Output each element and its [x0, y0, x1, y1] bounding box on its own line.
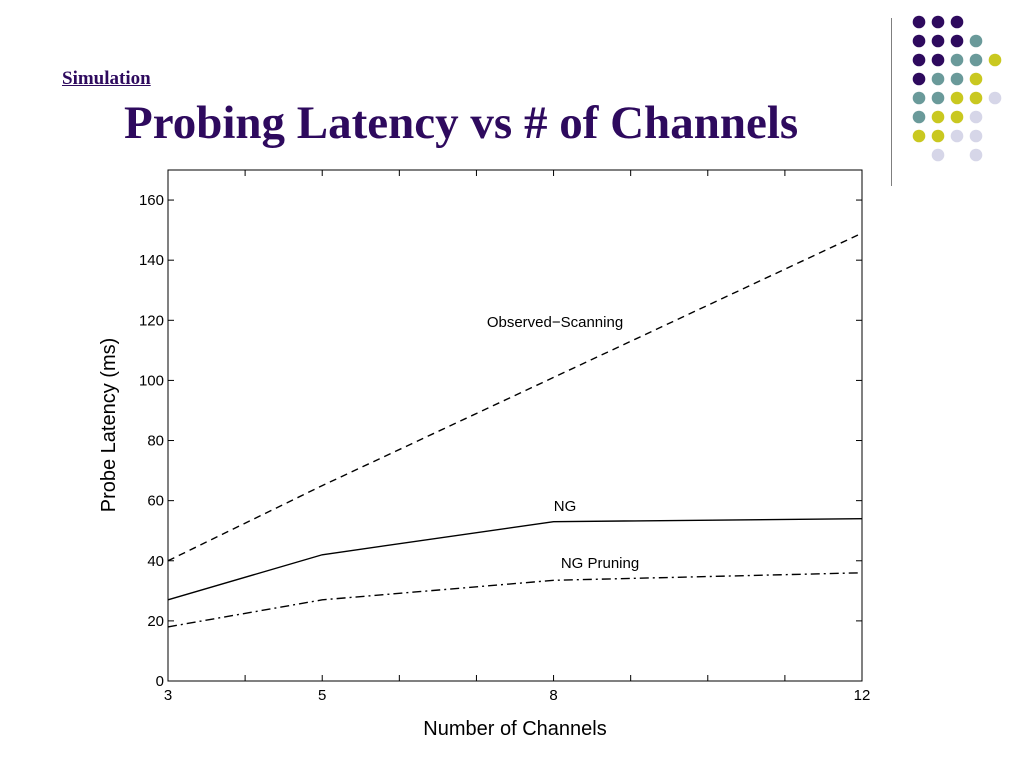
- decorative-dot-grid: [912, 15, 1002, 162]
- series-line-solid: [167, 517, 863, 601]
- y-tick-label: 0: [156, 673, 164, 690]
- series-lines: Observed−Scanning NG NG Pruning: [167, 232, 863, 628]
- y-tick-label: 100: [139, 372, 164, 389]
- decorative-dot: [969, 72, 983, 86]
- decorative-dot: [912, 15, 926, 29]
- decorative-dot: [931, 91, 945, 105]
- decorative-dot: [931, 72, 945, 86]
- x-tick-label: 8: [549, 687, 557, 704]
- series-label: NG: [554, 498, 577, 515]
- decorative-dot: [950, 15, 964, 29]
- decorative-dot: [950, 34, 964, 48]
- y-axis-label: Probe Latency (ms): [98, 338, 120, 513]
- decorative-dot: [912, 129, 926, 143]
- slide-title: Probing Latency vs # of Channels: [124, 97, 799, 149]
- decorative-dot: [950, 72, 964, 86]
- decorative-dot: [969, 53, 983, 67]
- decorative-dot: [931, 129, 945, 143]
- x-tick-label: 5: [318, 687, 326, 704]
- plot-frame: [167, 169, 863, 682]
- decorative-dot: [969, 148, 983, 162]
- decorative-dot: [912, 53, 926, 67]
- decorative-dot: [950, 91, 964, 105]
- series-label: Observed−Scanning: [487, 314, 623, 331]
- decorative-dot: [931, 53, 945, 67]
- y-tick-label: 60: [147, 493, 164, 510]
- decorative-dot: [969, 129, 983, 143]
- y-tick-label: 160: [139, 192, 164, 209]
- decorative-dot: [912, 91, 926, 105]
- decorative-dot: [988, 91, 1002, 105]
- decorative-dot: [950, 110, 964, 124]
- section-link[interactable]: Simulation: [62, 68, 151, 89]
- decorative-dot: [950, 129, 964, 143]
- decorative-dot: [912, 110, 926, 124]
- y-tick-label: 20: [147, 613, 164, 630]
- decorative-dot: [950, 53, 964, 67]
- x-tick-label: 12: [854, 687, 871, 704]
- decorative-dot: [931, 110, 945, 124]
- decorative-dot: [931, 15, 945, 29]
- decorative-dot: [969, 34, 983, 48]
- decorative-dot: [931, 34, 945, 48]
- series-line-dashed: [167, 232, 863, 562]
- x-axis-label: Number of Channels: [423, 718, 606, 740]
- decorative-dot: [969, 110, 983, 124]
- y-tick-label: 80: [147, 433, 164, 450]
- y-tick-label: 120: [139, 312, 164, 329]
- divider-line: [891, 18, 892, 186]
- decorative-dot: [912, 72, 926, 86]
- series-label: NG Pruning: [561, 555, 639, 572]
- decorative-dot: [988, 53, 1002, 67]
- decorative-dot: [969, 91, 983, 105]
- y-tick-label: 140: [139, 252, 164, 269]
- x-tick-label: 3: [164, 687, 172, 704]
- decorative-dot: [931, 148, 945, 162]
- y-tick-label: 40: [147, 553, 164, 570]
- decorative-dot: [912, 34, 926, 48]
- series-line-dashdot: [167, 572, 863, 628]
